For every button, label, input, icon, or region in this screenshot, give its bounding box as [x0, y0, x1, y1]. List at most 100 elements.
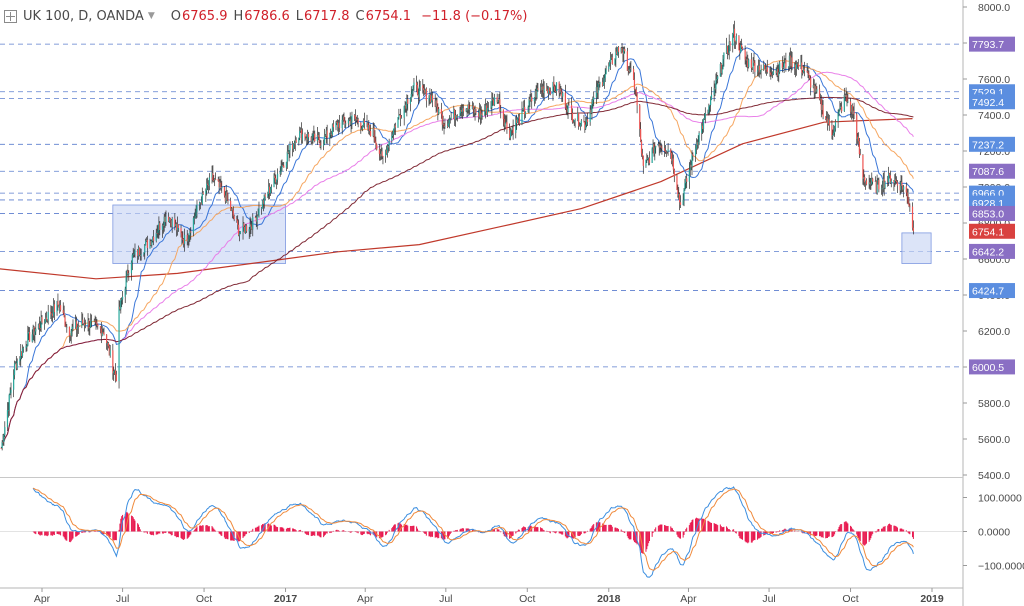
candle-body — [518, 116, 520, 124]
candle-body — [596, 87, 598, 93]
candle-body — [21, 348, 24, 356]
candle-body — [707, 112, 709, 114]
candle-body — [856, 114, 858, 139]
candle-body — [874, 180, 876, 182]
candle-body — [803, 69, 806, 72]
candle-body — [316, 134, 319, 142]
candle-body — [435, 100, 437, 107]
candle-body — [781, 62, 783, 69]
candle-body — [558, 82, 560, 94]
candle-body — [844, 94, 846, 97]
candle-body — [671, 158, 674, 161]
candle-body — [739, 50, 741, 53]
candle-body — [310, 137, 312, 142]
support-zone-2[interactable] — [901, 232, 932, 264]
price-badge-7492.4[interactable] — [969, 94, 1015, 110]
candle-body — [485, 105, 488, 114]
candle-body — [108, 346, 110, 356]
candle-body — [164, 216, 166, 223]
candle-body — [728, 41, 730, 54]
price-badge-7087.6[interactable] — [969, 163, 1015, 179]
candle-body — [901, 181, 903, 186]
candle-body — [69, 335, 71, 337]
candle-body — [57, 301, 59, 306]
candle-body — [890, 180, 892, 184]
candle-body — [732, 34, 734, 46]
candle-body — [293, 143, 295, 144]
candle-body — [115, 374, 117, 382]
candle-body — [696, 142, 698, 146]
candle-body — [244, 226, 246, 233]
price-badge-6642.2[interactable] — [969, 243, 1015, 259]
candle-body — [809, 75, 811, 79]
candle-body — [149, 241, 151, 248]
candle-body — [572, 121, 574, 123]
candle-body — [341, 119, 343, 129]
candle-body — [59, 305, 62, 311]
candle-body — [640, 141, 643, 154]
price-badge-6853.0[interactable] — [969, 205, 1015, 221]
candle-body — [553, 81, 555, 87]
candle-body — [261, 208, 263, 210]
chevron-down-icon[interactable]: ▼ — [147, 11, 155, 21]
candle-body — [422, 85, 424, 89]
candle-body — [404, 104, 406, 107]
candle-body — [475, 108, 477, 113]
candle-body — [393, 125, 396, 129]
candles — [0, 20, 915, 451]
candle-body — [672, 158, 675, 170]
candle-body — [807, 71, 809, 74]
time-tick-label: 2017 — [274, 593, 298, 605]
candle-body — [521, 109, 523, 124]
symbol-title[interactable]: UK 100, D, OANDA — [23, 8, 144, 24]
candle-body — [311, 136, 313, 142]
candle-body — [750, 59, 752, 68]
expand-icon[interactable] — [4, 9, 17, 23]
close-label: C — [355, 8, 365, 24]
candle-body — [524, 106, 526, 115]
candle-body — [605, 69, 607, 75]
candle-body — [233, 216, 235, 220]
price-badge-6424.7[interactable] — [969, 283, 1015, 299]
candle-body — [373, 128, 375, 138]
candle-body — [65, 325, 67, 328]
candle-body — [423, 88, 425, 90]
price-badge-7793.7[interactable] — [969, 36, 1015, 52]
candle-body — [138, 247, 141, 255]
candle-body — [851, 105, 853, 115]
candle-body — [661, 147, 663, 149]
candle-body — [577, 112, 579, 120]
candle-body — [323, 143, 325, 146]
candle-body — [801, 62, 803, 73]
candle-body — [580, 120, 582, 125]
candle-body — [40, 316, 42, 329]
candle-body — [34, 331, 36, 336]
candle-body — [300, 129, 303, 141]
candle-body — [163, 216, 165, 226]
candle-body — [603, 78, 605, 83]
candle-body — [343, 116, 345, 121]
candle-body — [491, 99, 493, 108]
candle-body — [702, 119, 705, 130]
candle-body — [385, 149, 387, 157]
candle-body — [628, 69, 630, 73]
candle-body — [200, 202, 203, 205]
candle-body — [256, 215, 258, 222]
candle-body — [771, 74, 773, 76]
price-badge-6000.5[interactable] — [969, 359, 1015, 375]
candle-body — [570, 104, 573, 114]
candle-body — [369, 124, 371, 131]
candle-body — [44, 322, 46, 324]
candle-body — [682, 199, 684, 205]
candle-body — [192, 218, 195, 233]
support-zone-1[interactable] — [112, 204, 286, 264]
price-badge-7237.2[interactable] — [969, 136, 1015, 152]
macd-line — [32, 486, 914, 578]
candle-body — [626, 51, 628, 71]
candle-body — [330, 133, 333, 135]
candle-body — [106, 343, 109, 344]
candle-body — [325, 130, 327, 137]
price-badge-6754.1[interactable] — [969, 223, 1015, 239]
candle-body — [416, 84, 419, 95]
